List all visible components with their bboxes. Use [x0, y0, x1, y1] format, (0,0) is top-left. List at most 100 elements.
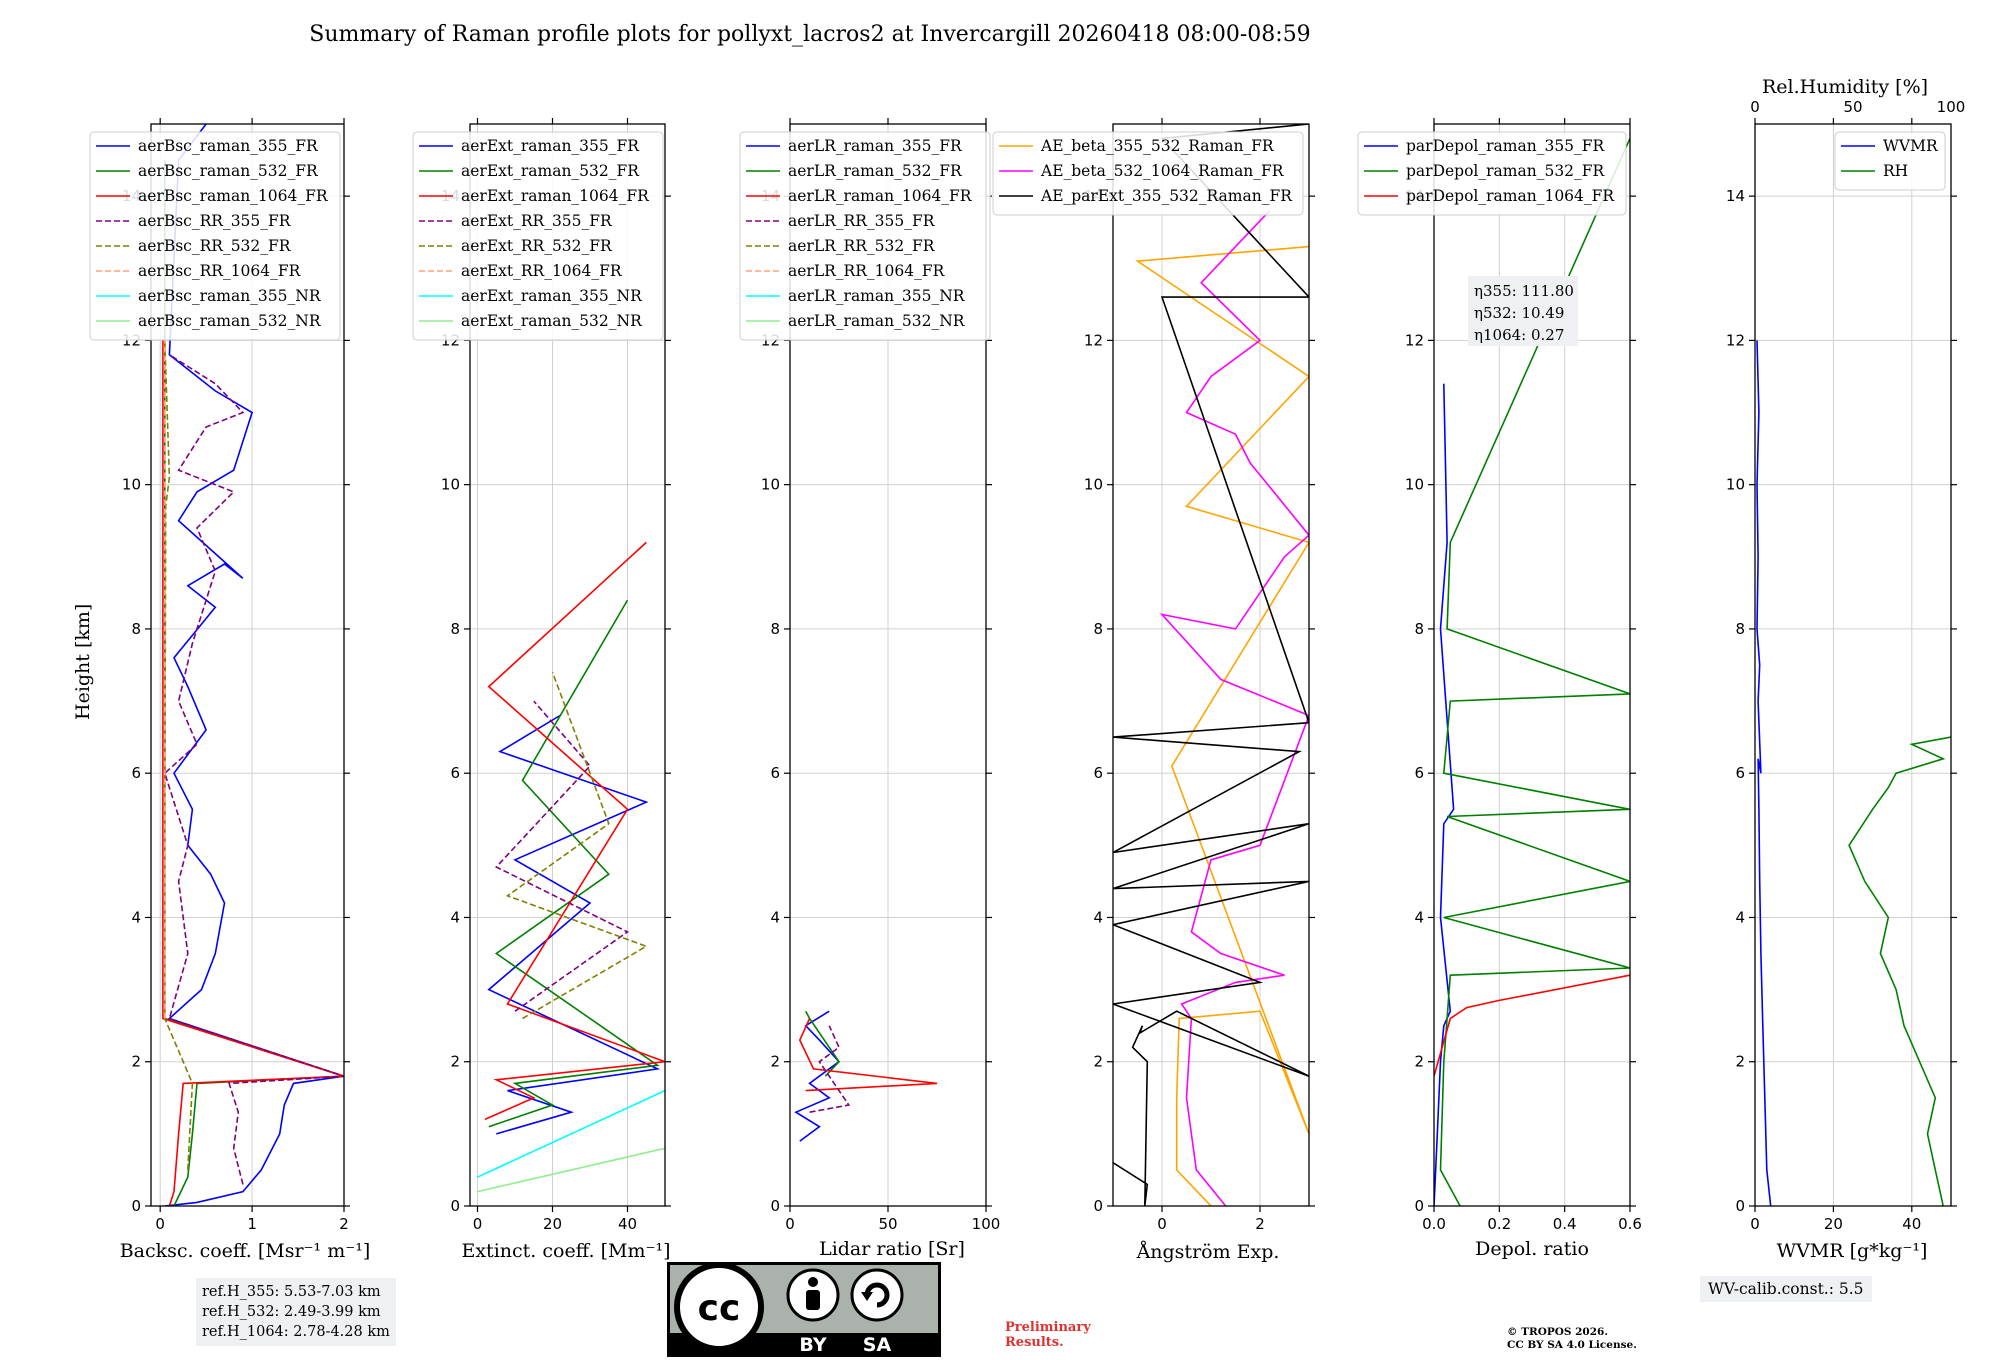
ytick-label: 14: [1726, 187, 1745, 205]
series-line-aerExt_raman_532_NR: [477, 1147, 665, 1193]
cc-logo-text: cc: [698, 1288, 741, 1329]
legend-label: aerExt_RR_355_FR: [461, 212, 613, 230]
panel-lr: 02468101214050100aerLR_raman_355_FRaerLR…: [739, 118, 1000, 1233]
series-line-aerBsc_RR_532_FR: [164, 340, 194, 1170]
share-alike-icon: [850, 1268, 904, 1322]
ytick-label: 8: [131, 620, 141, 638]
attribution-head: [808, 1277, 818, 1287]
ytick-label: 6: [770, 764, 780, 782]
panel-frame: [150, 123, 345, 1207]
ref-h-532: ref.H_532: 2.49-3.99 km: [202, 1304, 381, 1320]
series-line-aerLR_raman_355_FR: [794, 1010, 841, 1142]
ref-h-1064: ref.H_1064: 2.78-4.28 km: [202, 1324, 390, 1340]
legend-label: parDepol_raman_1064_FR: [1406, 187, 1615, 205]
series-line-aerExt_raman_355_FR: [487, 714, 661, 1135]
top-xtick-label: 0: [1750, 98, 1760, 116]
series-group: [1113, 124, 1309, 1206]
ytick-label: 4: [1093, 908, 1103, 926]
preliminary-line1: Preliminary: [1005, 1320, 1091, 1335]
xtick-label: 2: [1255, 1215, 1265, 1233]
attribution-body: [806, 1290, 820, 1310]
series-group: [477, 541, 665, 1193]
ytick-label: 6: [1093, 764, 1103, 782]
legend-label: AE_beta_355_532_Raman_FR: [1040, 137, 1275, 155]
xtick-label: 20: [543, 1215, 562, 1233]
series-line-aerLR_RR_355_FR: [809, 1025, 851, 1113]
series-line-aerBsc_raman_355_FR: [164, 124, 344, 1206]
xtick-label: 40: [618, 1215, 637, 1233]
ytick-label: 12: [1405, 331, 1424, 349]
legend-label: aerBsc_RR_1064_FR: [138, 262, 302, 280]
ytick-label: 4: [1735, 908, 1745, 926]
eta-annotation: η532: 10.49: [1474, 304, 1564, 322]
legend-box: [1357, 131, 1627, 216]
xtick-label: 0: [473, 1215, 483, 1233]
series-group: [794, 1010, 938, 1142]
ytick-label: 0: [1093, 1197, 1103, 1215]
panel-wv: 0 2 4 6 8 10 12 14 0 20 40 0 50 100 WVMR RH: [1726, 98, 1965, 1233]
xlabel-lr: Lidar ratio [Sr]: [819, 1238, 965, 1260]
series-line-parDepol_raman_355_FR: [1434, 383, 1455, 1206]
panel-frame: [1112, 123, 1310, 1207]
ytick-label: 0: [131, 1197, 141, 1215]
xtick-label: 2: [339, 1215, 349, 1233]
series-line-AE_beta_532_1064_Raman_FR: [1159, 210, 1309, 1206]
series-line-parDepol_raman_1064_FR: [1434, 974, 1630, 1077]
legend-label: aerExt_raman_532_FR: [461, 162, 640, 180]
ytick-label: 12: [1084, 331, 1103, 349]
legend-label: aerLR_RR_1064_FR: [788, 262, 946, 280]
ytick-label: 0: [1735, 1197, 1745, 1215]
legend-label: aerBsc_raman_532_FR: [138, 162, 319, 180]
xtick-label: 40: [1902, 1215, 1921, 1233]
legend-label: aerExt_raman_532_NR: [461, 312, 643, 330]
series-group: [1434, 138, 1630, 1206]
ytick-label: 6: [1414, 764, 1424, 782]
ytick-label: 4: [1414, 908, 1424, 926]
series-line-aerLR_raman_532_FR: [804, 1010, 841, 1077]
ytick-label: 6: [450, 764, 460, 782]
series-group: [162, 124, 344, 1206]
badge-sa-text: SA: [863, 1334, 892, 1356]
ytick-label: 10: [1084, 476, 1103, 494]
top-xtick-label: 50: [1843, 98, 1862, 116]
series-line-aerBsc_RR_355_FR: [163, 354, 344, 1185]
xtick-label: 20: [1824, 1215, 1843, 1233]
series-line-RH: [1848, 736, 1951, 1206]
series-line-parDepol_raman_532_FR: [1439, 138, 1630, 1206]
legend-label: aerBsc_raman_355_NR: [138, 287, 322, 305]
eta-annotation: η355: 111.80: [1474, 282, 1574, 300]
ytick-label: 12: [1726, 331, 1745, 349]
copyright-line2: CC BY SA 4.0 License.: [1507, 1339, 1637, 1351]
ref-h-355: ref.H_355: 5.53-7.03 km: [202, 1284, 381, 1300]
legend-label: aerExt_raman_355_FR: [461, 137, 640, 155]
legend-label: aerLR_raman_355_NR: [788, 287, 966, 305]
share-alike-arc: [864, 1282, 890, 1308]
panel-frame: [469, 123, 666, 1207]
xtick-label: 0.6: [1618, 1215, 1642, 1233]
panel-frame: [789, 123, 987, 1207]
panel-ext: 0246810121402040aerExt_raman_355_FRaerEx…: [412, 118, 671, 1233]
eta-box: [1468, 276, 1578, 346]
ytick-label: 8: [1093, 620, 1103, 638]
series-line-aerLR_raman_1064_FR: [798, 1018, 938, 1092]
ytick-label: 10: [441, 476, 460, 494]
ytick-label: 0: [1414, 1197, 1424, 1215]
share-alike-arrow: [861, 1292, 873, 1301]
legend-label: aerLR_raman_355_FR: [788, 137, 963, 155]
ytick-label: 2: [131, 1053, 141, 1071]
legend-label: aerBsc_raman_1064_FR: [138, 187, 329, 205]
xtick-label: 50: [878, 1215, 897, 1233]
ytick-label: 4: [131, 908, 141, 926]
legend-label: RH: [1883, 162, 1908, 180]
eta-annotation: η1064: 0.27: [1474, 326, 1564, 344]
xlabel-ae: Ångström Exp.: [1136, 1241, 1280, 1263]
legend-label: AE_parExt_355_532_Raman_FR: [1040, 187, 1293, 205]
legend-label: aerLR_raman_532_FR: [788, 162, 963, 180]
panel-ae: 0246810121402AE_beta_355_532_Raman_FRAE_…: [992, 118, 1315, 1233]
legend-box: [89, 131, 341, 341]
series-line-AE_beta_355_532_Raman_FR: [1135, 245, 1309, 1206]
xtick-label: 0.2: [1487, 1215, 1511, 1233]
xtick-label: 0: [1157, 1215, 1167, 1233]
preliminary-note: Preliminary Results.: [1005, 1320, 1091, 1350]
